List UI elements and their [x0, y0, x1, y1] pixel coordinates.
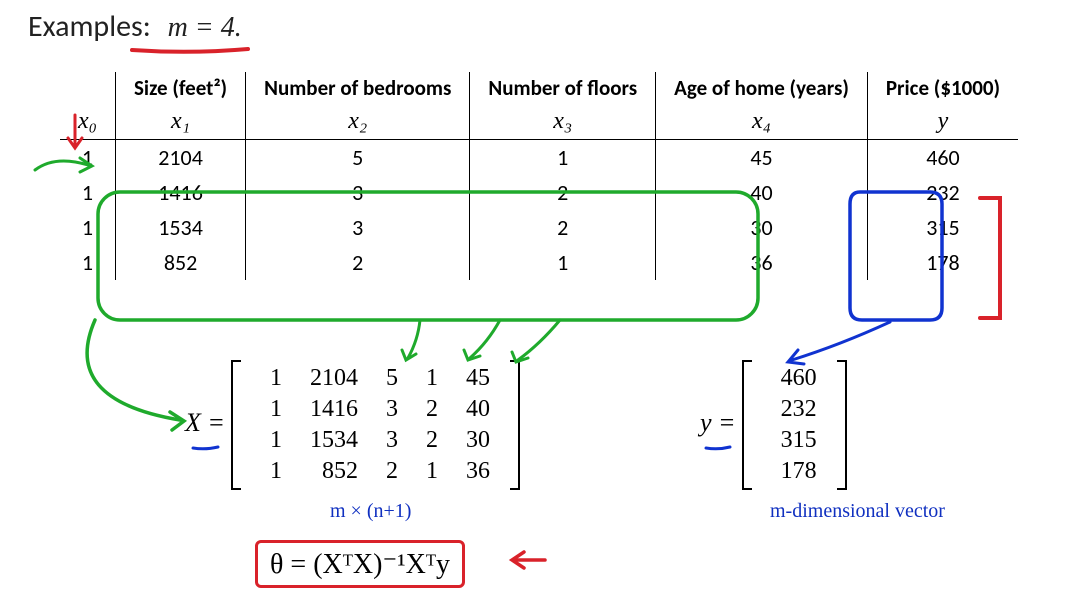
var-x3: x₃ — [470, 104, 656, 140]
table-header-row: Size (feet²) Number of bedrooms Number o… — [60, 72, 1018, 104]
example-count: m = 4. — [158, 12, 242, 43]
var-x0: x₀ — [60, 104, 116, 140]
normal-equation: θ = (XᵀX)⁻¹Xᵀy — [255, 540, 465, 588]
matrix-X-label: X = — [185, 408, 225, 437]
training-data-table: Size (feet²) Number of bedrooms Number o… — [60, 72, 1018, 280]
table-row: 1 852 2 1 36 178 — [60, 245, 1018, 280]
page-title: Examples: m = 4. — [28, 8, 242, 45]
vector-y: y = 460 232 315 178 — [700, 360, 847, 490]
vector-y-body: 460 232 315 178 — [767, 363, 831, 487]
vector-y-label: y = — [700, 408, 736, 437]
matrix-X: X = 121045145 114163240 115343230 185221… — [185, 360, 520, 490]
table-row: 1 1416 3 2 40 232 — [60, 175, 1018, 210]
header-bedrooms: Number of bedrooms — [246, 72, 470, 104]
header-floors: Number of floors — [470, 72, 656, 104]
annotation-y-dim: m-dimensional vector — [770, 500, 945, 523]
table-row: 1 2104 5 1 45 460 — [60, 140, 1018, 176]
annotation-x-dim: m × (n+1) — [330, 500, 411, 523]
header-intercept — [60, 72, 116, 104]
header-price: Price ($1000) — [867, 72, 1018, 104]
title-underline — [130, 46, 250, 54]
var-x4: x₄ — [656, 104, 868, 140]
title-prefix: Examples: — [28, 8, 151, 45]
var-x1: x₁ — [116, 104, 246, 140]
var-x2: x₂ — [246, 104, 470, 140]
normal-equation-text: θ = (XᵀX)⁻¹Xᵀy — [270, 549, 450, 580]
matrix-X-body: 121045145 114163240 115343230 18522136 — [256, 363, 504, 487]
variable-row: x₀ x₁ x₂ x₃ x₄ y — [60, 104, 1018, 140]
header-age: Age of home (years) — [656, 72, 868, 104]
var-y: y — [867, 104, 1018, 140]
table-row: 1 1534 3 2 30 315 — [60, 210, 1018, 245]
header-size: Size (feet²) — [116, 72, 246, 104]
